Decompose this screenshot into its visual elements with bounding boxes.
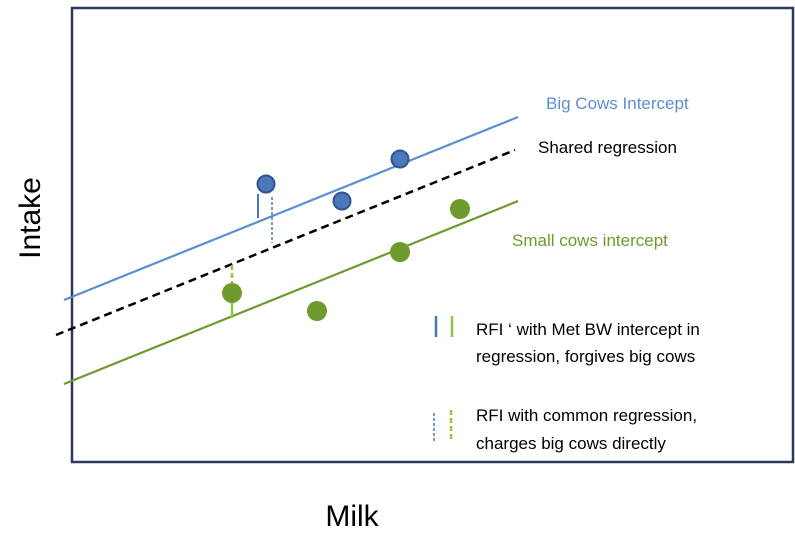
big-cows-intercept-line	[63, 115, 519, 302]
big-cow-point	[390, 149, 410, 169]
small-cows-intercept-label: Small cows intercept	[512, 231, 668, 250]
small-cow-point	[222, 283, 242, 303]
small-cow-point	[307, 301, 327, 321]
y-axis-label: Intake	[14, 177, 47, 259]
big-cows-intercept-label: Big Cows Intercept	[546, 94, 689, 113]
small-cow-point	[450, 199, 470, 219]
small-cow-point	[390, 242, 410, 262]
legend-item1-line2: regression, forgives big cows	[476, 347, 695, 366]
plot-frame	[70, 6, 795, 464]
legend-item2-line1: RFI with common regression,	[476, 406, 697, 425]
big-cow-point	[332, 191, 352, 211]
shared-regression-label: Shared regression	[538, 138, 677, 157]
x-axis-label: Milk	[325, 500, 379, 533]
small-cows-intercept-line	[63, 199, 519, 386]
big-cow-point	[256, 174, 276, 194]
legend-item1-line1: RFI ‘ with Met BW intercept in	[476, 320, 700, 339]
legend-item2-line2: charges big cows directly	[476, 434, 666, 453]
shared-regression-line	[55, 148, 516, 337]
